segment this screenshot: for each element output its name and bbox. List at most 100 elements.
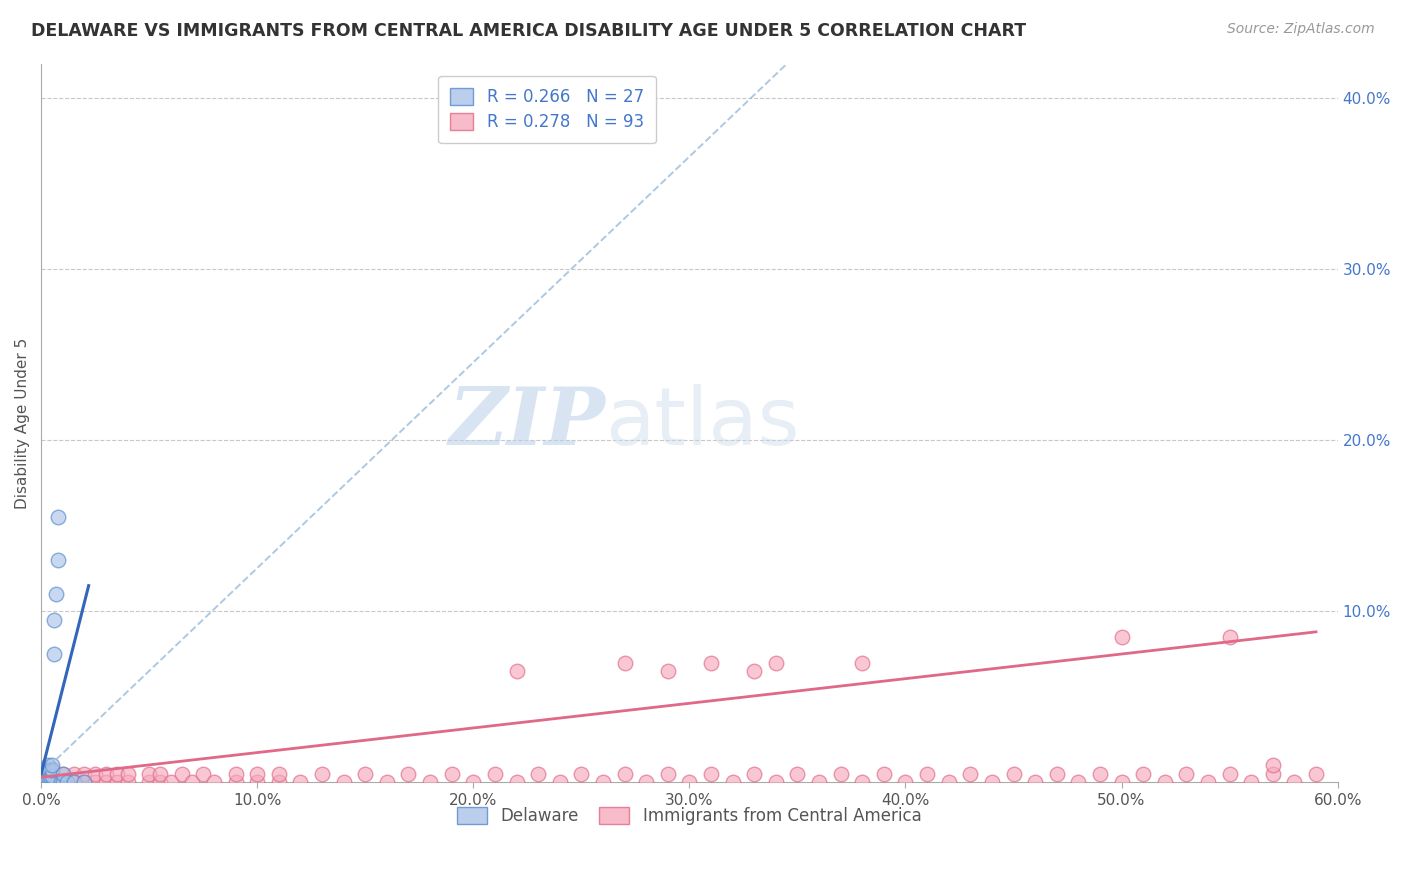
Point	[34, 768, 56, 782]
Point	[613, 656, 636, 670]
Point	[548, 775, 571, 789]
Text: Source: ZipAtlas.com: Source: ZipAtlas.com	[1227, 22, 1375, 37]
Point	[1002, 766, 1025, 780]
Point	[1219, 766, 1241, 780]
Point	[592, 775, 614, 789]
Point	[225, 766, 247, 780]
Point	[45, 587, 67, 601]
Point	[1175, 766, 1198, 780]
Point	[246, 766, 269, 780]
Point	[830, 766, 852, 780]
Point	[41, 766, 63, 780]
Point	[700, 766, 723, 780]
Point	[73, 766, 96, 780]
Point	[117, 775, 139, 789]
Point	[463, 775, 485, 789]
Point	[30, 765, 52, 780]
Point	[613, 766, 636, 780]
Point	[267, 766, 290, 780]
Point	[375, 775, 398, 789]
Point	[225, 775, 247, 789]
Point	[170, 766, 193, 780]
Point	[48, 553, 70, 567]
Point	[1261, 758, 1284, 772]
Point	[873, 766, 896, 780]
Point	[786, 766, 808, 780]
Point	[73, 775, 96, 789]
Point	[527, 766, 550, 780]
Point	[32, 766, 55, 780]
Point	[52, 766, 75, 780]
Point	[1067, 775, 1090, 789]
Point	[1132, 766, 1154, 780]
Point	[1284, 775, 1306, 789]
Point	[938, 775, 960, 789]
Point	[38, 764, 60, 778]
Text: DELAWARE VS IMMIGRANTS FROM CENTRAL AMERICA DISABILITY AGE UNDER 5 CORRELATION C: DELAWARE VS IMMIGRANTS FROM CENTRAL AMER…	[31, 22, 1026, 40]
Point	[159, 775, 181, 789]
Point	[32, 770, 55, 784]
Point	[290, 775, 312, 789]
Point	[41, 764, 63, 778]
Point	[52, 775, 75, 789]
Point	[52, 766, 75, 780]
Point	[41, 762, 63, 776]
Point	[49, 775, 72, 789]
Point	[138, 775, 160, 789]
Point	[193, 766, 215, 780]
Point	[105, 775, 128, 789]
Point	[569, 766, 592, 780]
Point	[30, 775, 52, 789]
Point	[915, 766, 938, 780]
Point	[267, 775, 290, 789]
Point	[1111, 630, 1133, 644]
Point	[765, 656, 787, 670]
Point	[484, 766, 506, 780]
Point	[84, 766, 107, 780]
Point	[94, 766, 117, 780]
Point	[117, 766, 139, 780]
Point	[73, 775, 96, 789]
Point	[332, 775, 354, 789]
Point	[41, 775, 63, 789]
Point	[1088, 766, 1111, 780]
Point	[440, 766, 463, 780]
Point	[52, 775, 75, 789]
Point	[700, 656, 723, 670]
Point	[149, 775, 172, 789]
Point	[32, 764, 55, 778]
Point	[419, 775, 441, 789]
Point	[42, 613, 65, 627]
Point	[38, 768, 60, 782]
Point	[94, 775, 117, 789]
Text: atlas: atlas	[605, 384, 800, 462]
Point	[1240, 775, 1263, 789]
Point	[505, 775, 527, 789]
Point	[246, 775, 269, 789]
Y-axis label: Disability Age Under 5: Disability Age Under 5	[15, 337, 30, 508]
Point	[851, 775, 873, 789]
Point	[636, 775, 658, 789]
Point	[1153, 775, 1175, 789]
Point	[980, 775, 1002, 789]
Text: ZIP: ZIP	[449, 384, 605, 462]
Point	[202, 775, 225, 789]
Point	[37, 764, 59, 778]
Point	[30, 766, 52, 780]
Point	[354, 766, 377, 780]
Point	[30, 770, 52, 784]
Point	[42, 647, 65, 661]
Point	[311, 766, 333, 780]
Point	[657, 664, 679, 678]
Point	[1219, 630, 1241, 644]
Point	[765, 775, 787, 789]
Point	[678, 775, 700, 789]
Point	[56, 775, 79, 789]
Point	[851, 656, 873, 670]
Point	[37, 768, 59, 782]
Point	[742, 766, 765, 780]
Point	[62, 775, 84, 789]
Point	[62, 766, 84, 780]
Point	[721, 775, 744, 789]
Point	[41, 758, 63, 772]
